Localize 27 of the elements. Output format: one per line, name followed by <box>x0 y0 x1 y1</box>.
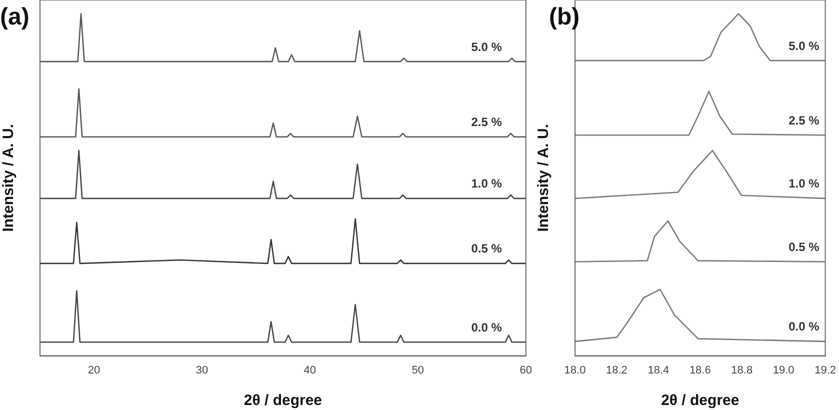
series-label: 5.0 % <box>471 40 502 54</box>
series-label: 0.0 % <box>788 320 820 334</box>
series-label: 0.0 % <box>471 320 502 334</box>
x-tick-label: 18.6 <box>689 364 711 376</box>
x-tick-label: 18.4 <box>648 364 670 376</box>
x-tick-label: 50 <box>412 364 424 376</box>
y-axis-title: Intensity / A. U. <box>0 124 18 232</box>
x-tick-label: 18.0 <box>564 364 586 376</box>
x-tick-label: 19.0 <box>772 364 794 376</box>
x-axis-title: 2θ / degree <box>661 392 740 410</box>
series-label: 2.5 % <box>471 115 502 130</box>
chart-title: (a) <box>0 4 30 31</box>
series-label: 0.5 % <box>788 240 820 254</box>
series-label: 5.0 % <box>788 38 820 53</box>
series-label: 1.0 % <box>471 176 502 191</box>
series-label: 2.5 % <box>788 113 820 128</box>
series-label: 0.5 % <box>471 242 502 256</box>
x-tick-label: 20 <box>88 364 100 376</box>
x-tick-label: 19.2 <box>814 364 836 376</box>
x-tick-label: 18.8 <box>731 364 753 376</box>
y-axis-title: Intensity / A. U. <box>535 124 552 232</box>
x-axis-title: 2θ / degree <box>244 392 322 410</box>
series-label: 1.0 % <box>788 176 820 191</box>
x-tick-label: 60 <box>520 364 532 376</box>
x-tick-label: 40 <box>304 364 316 376</box>
x-tick-label: 18.2 <box>606 364 628 376</box>
x-tick-label: 30 <box>196 364 208 376</box>
